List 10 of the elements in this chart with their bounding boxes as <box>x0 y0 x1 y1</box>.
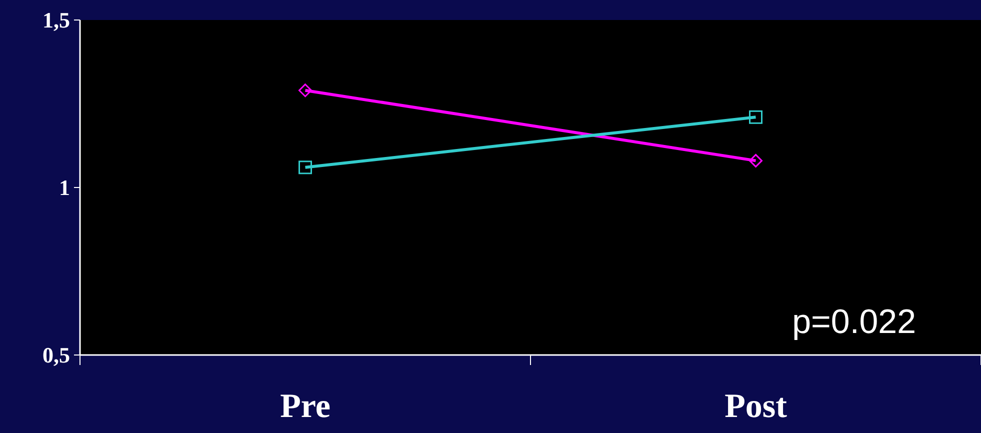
point <box>749 110 762 124</box>
y-tick-label: 1 <box>59 175 70 200</box>
point <box>749 154 762 168</box>
x-tick-label: Post <box>724 388 788 425</box>
point <box>298 160 312 174</box>
point <box>298 84 312 98</box>
y-tick-label: 0,5 <box>42 342 70 368</box>
y-tick-label: 1,5 <box>42 8 70 33</box>
annotation: p=0.022 <box>792 303 916 341</box>
x-tick-label: Pre <box>280 388 330 425</box>
